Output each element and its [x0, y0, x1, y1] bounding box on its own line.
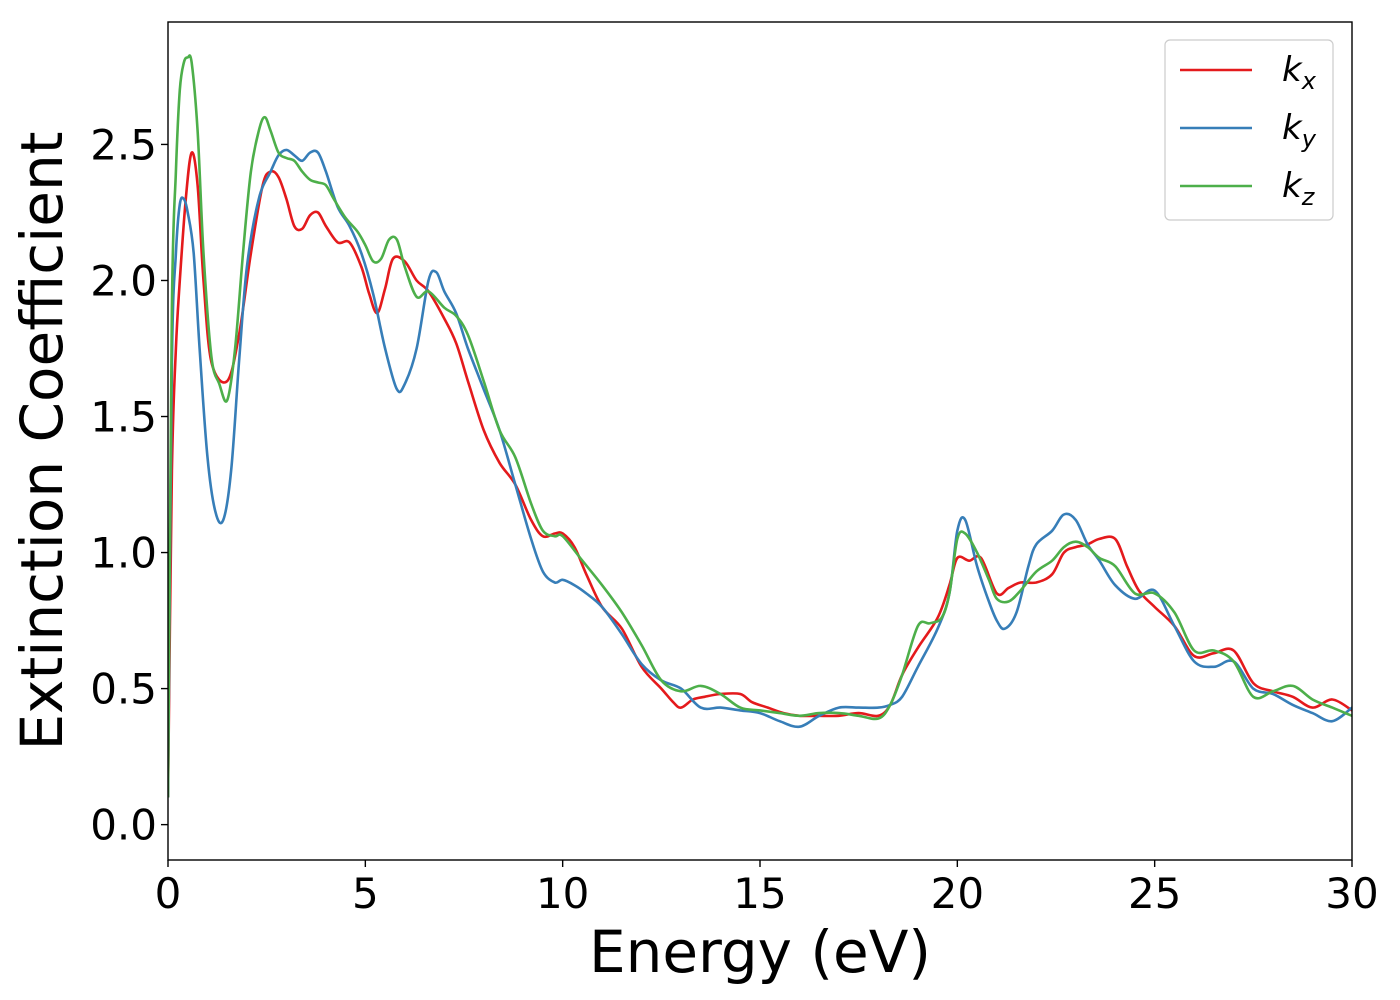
y-axis-label: Extinction Coefficient: [8, 132, 76, 751]
x-tick-label: 20: [931, 869, 984, 918]
x-tick-label: 25: [1128, 869, 1181, 918]
y-tick-label: 2.0: [90, 256, 157, 305]
series-layer: [168, 54, 1352, 798]
x-tick-label: 0: [155, 869, 182, 918]
x-tick-label: 5: [352, 869, 379, 918]
legend-frame: [1164, 39, 1334, 221]
x-tick-label: 10: [536, 869, 589, 918]
y-tick-label: 0.5: [90, 665, 157, 714]
x-axis-label: Energy (eV): [589, 918, 931, 986]
x-tick-label: 30: [1325, 869, 1378, 918]
y-tick-label: 2.5: [90, 120, 157, 169]
legend: kx ky kz: [1164, 39, 1334, 221]
series-line-x: [168, 151, 1352, 798]
legend-label-z: kz: [1282, 166, 1316, 211]
series-line-z: [168, 54, 1352, 798]
y-tick-label: 1.5: [90, 393, 157, 442]
legend-label-x: kx: [1282, 50, 1317, 95]
series-line-y: [168, 148, 1352, 798]
y-tick-label: 1.0: [90, 529, 157, 578]
x-tick-label: 15: [733, 869, 786, 918]
y-tick-label: 0.0: [90, 801, 157, 850]
ticks-layer: 0 5 10 15 20 25 30 0.0 0.5 1.0 1.5 2.0 2.5: [90, 120, 1379, 918]
legend-label-y: ky: [1282, 108, 1317, 153]
